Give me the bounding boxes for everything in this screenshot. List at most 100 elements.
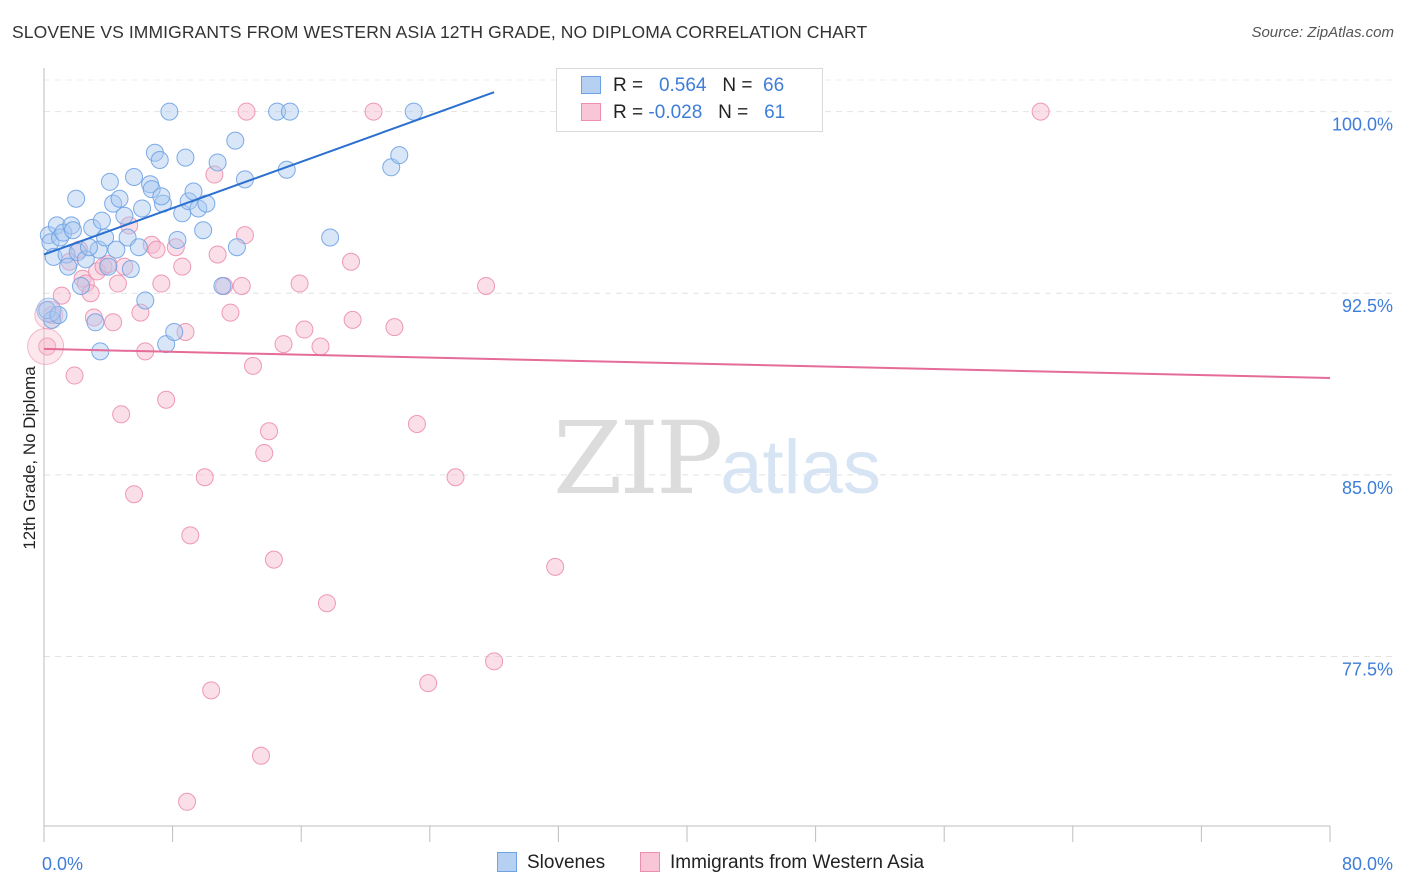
data-point-slovenes	[36, 297, 62, 323]
data-point-immigrants	[147, 240, 166, 259]
data-point-immigrants	[178, 792, 197, 811]
data-point-immigrants	[252, 746, 271, 765]
data-point-immigrants	[202, 681, 221, 700]
data-point-slovenes	[160, 102, 179, 121]
data-point-slovenes	[208, 153, 227, 172]
data-point-immigrants	[65, 366, 84, 385]
data-point-slovenes	[321, 228, 340, 247]
data-point-slovenes	[121, 260, 140, 279]
data-point-immigrants	[1031, 102, 1050, 121]
data-point-slovenes	[99, 257, 118, 276]
data-point-slovenes	[176, 148, 195, 167]
data-point-slovenes	[71, 276, 90, 295]
data-point-slovenes	[41, 233, 60, 252]
data-point-immigrants	[52, 286, 71, 305]
data-point-immigrants	[81, 284, 100, 303]
data-point-slovenes	[76, 250, 95, 269]
data-point-slovenes	[142, 180, 161, 199]
data-point-immigrants	[342, 252, 361, 271]
data-point-immigrants	[112, 405, 131, 424]
data-point-immigrants	[73, 269, 92, 288]
series-slovenes	[36, 102, 584, 361]
data-point-immigrants	[104, 313, 123, 332]
data-point-immigrants	[255, 444, 274, 463]
data-point-immigrants	[311, 337, 330, 356]
data-point-slovenes	[100, 172, 119, 191]
data-point-immigrants	[243, 356, 262, 375]
data-point-slovenes	[129, 238, 148, 257]
data-point-slovenes	[227, 238, 246, 257]
data-point-immigrants	[385, 318, 404, 337]
data-point-slovenes	[125, 167, 144, 186]
legend-swatch-pink	[581, 103, 601, 121]
data-point-slovenes	[86, 313, 105, 332]
y-tick-label: 100.0%	[1332, 115, 1393, 135]
tick-labels: 77.5% 85.0% 92.5% 100.0% 0.0% 80.0%	[42, 115, 1393, 874]
y-axis-label: 12th Grade, No Diploma	[20, 366, 39, 550]
legend-r-value: 0.564	[658, 75, 707, 96]
x-tick-label: 0.0%	[42, 854, 83, 874]
data-point-immigrants	[131, 303, 150, 322]
data-point-slovenes	[92, 211, 111, 230]
data-point-immigrants	[419, 674, 438, 693]
data-point-immigrants	[94, 257, 113, 276]
data-point-immigrants	[295, 320, 314, 339]
x-tick-label: 80.0%	[1342, 854, 1393, 874]
data-point-slovenes	[404, 102, 423, 121]
data-point-immigrants	[485, 652, 504, 671]
data-point-immigrants	[76, 274, 95, 293]
data-point-immigrants	[181, 526, 200, 545]
data-point-slovenes	[49, 306, 68, 325]
bottom-legend-slovenes: Slovenes	[497, 852, 605, 876]
legend-swatch-blue	[497, 852, 517, 872]
data-point-slovenes	[165, 322, 184, 341]
data-point-slovenes	[107, 240, 126, 259]
data-point-immigrants	[232, 276, 251, 295]
data-point-immigrants	[264, 550, 283, 569]
legend-row-immigrants: R = -0.028 N = 61	[581, 102, 785, 128]
data-point-immigrants	[260, 422, 279, 441]
correlation-legend: R = 0.564 N = 66 R = -0.028 N = 61	[556, 68, 823, 132]
data-point-immigrants	[317, 594, 336, 613]
trend-line-immigrants	[43, 347, 1331, 379]
data-point-immigrants	[343, 310, 362, 329]
data-point-slovenes	[226, 131, 245, 150]
legend-r-value: -0.028	[648, 102, 703, 123]
data-point-immigrants	[274, 335, 293, 354]
data-point-immigrants	[205, 165, 224, 184]
data-point-immigrants	[446, 468, 465, 487]
data-point-immigrants	[364, 102, 383, 121]
data-point-slovenes	[63, 221, 82, 240]
data-point-slovenes	[38, 301, 57, 320]
data-point-slovenes	[150, 151, 169, 170]
source-label: Source: ZipAtlas.com	[1251, 24, 1394, 41]
data-point-immigrants	[208, 245, 227, 264]
axes	[43, 68, 1331, 842]
data-point-immigrants	[477, 276, 496, 295]
data-point-slovenes	[213, 276, 232, 295]
chart-title: SLOVENE VS IMMIGRANTS FROM WESTERN ASIA …	[12, 22, 868, 42]
bottom-legend-immigrants: Immigrants from Western Asia	[640, 852, 924, 876]
data-point-slovenes	[390, 146, 409, 165]
data-point-immigrants	[152, 274, 171, 293]
data-point-immigrants	[195, 468, 214, 487]
data-point-immigrants	[166, 238, 185, 257]
data-point-immigrants	[38, 337, 57, 356]
data-point-slovenes	[91, 342, 110, 361]
data-point-immigrants	[237, 102, 256, 121]
data-point-slovenes	[194, 221, 213, 240]
data-point-immigrants	[108, 274, 127, 293]
data-point-immigrants	[157, 390, 176, 409]
data-point-slovenes	[168, 230, 187, 249]
data-point-immigrants	[221, 303, 240, 322]
y-tick-label: 77.5%	[1342, 659, 1393, 679]
trend-lines	[43, 91, 1331, 379]
y-tick-label: 92.5%	[1342, 296, 1393, 316]
legend-n-value: 61	[764, 102, 786, 123]
data-point-slovenes	[133, 199, 152, 218]
legend-swatch-blue	[581, 76, 601, 94]
legend-swatch-pink	[640, 852, 660, 872]
data-point-immigrants	[290, 274, 309, 293]
data-point-slovenes	[152, 187, 171, 206]
